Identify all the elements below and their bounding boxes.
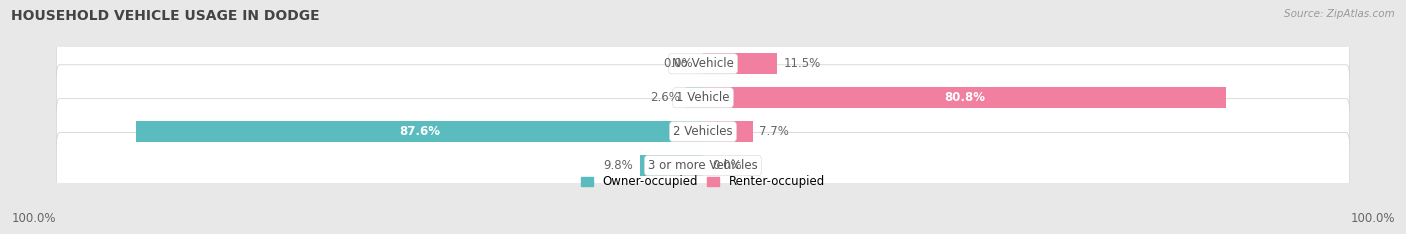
Text: 9.8%: 9.8% <box>603 159 633 172</box>
Text: 100.0%: 100.0% <box>1350 212 1395 225</box>
Text: 80.8%: 80.8% <box>943 91 984 104</box>
Bar <box>703 53 778 74</box>
Bar <box>703 87 1226 108</box>
FancyBboxPatch shape <box>56 133 1350 198</box>
Bar <box>640 155 703 176</box>
Text: 7.7%: 7.7% <box>759 125 789 138</box>
Bar <box>703 121 752 142</box>
FancyBboxPatch shape <box>56 65 1350 131</box>
Bar <box>686 87 703 108</box>
Text: HOUSEHOLD VEHICLE USAGE IN DODGE: HOUSEHOLD VEHICLE USAGE IN DODGE <box>11 9 321 23</box>
Text: 87.6%: 87.6% <box>399 125 440 138</box>
Text: 2.6%: 2.6% <box>650 91 679 104</box>
Text: 100.0%: 100.0% <box>11 212 56 225</box>
Text: Source: ZipAtlas.com: Source: ZipAtlas.com <box>1284 9 1395 19</box>
Text: No Vehicle: No Vehicle <box>672 57 734 70</box>
Text: 0.0%: 0.0% <box>664 57 693 70</box>
Legend: Owner-occupied, Renter-occupied: Owner-occupied, Renter-occupied <box>576 170 830 193</box>
Text: 3 or more Vehicles: 3 or more Vehicles <box>648 159 758 172</box>
Bar <box>136 121 703 142</box>
FancyBboxPatch shape <box>56 31 1350 97</box>
Text: 0.0%: 0.0% <box>713 159 742 172</box>
Text: 1 Vehicle: 1 Vehicle <box>676 91 730 104</box>
FancyBboxPatch shape <box>56 99 1350 165</box>
Text: 2 Vehicles: 2 Vehicles <box>673 125 733 138</box>
Text: 11.5%: 11.5% <box>785 57 821 70</box>
